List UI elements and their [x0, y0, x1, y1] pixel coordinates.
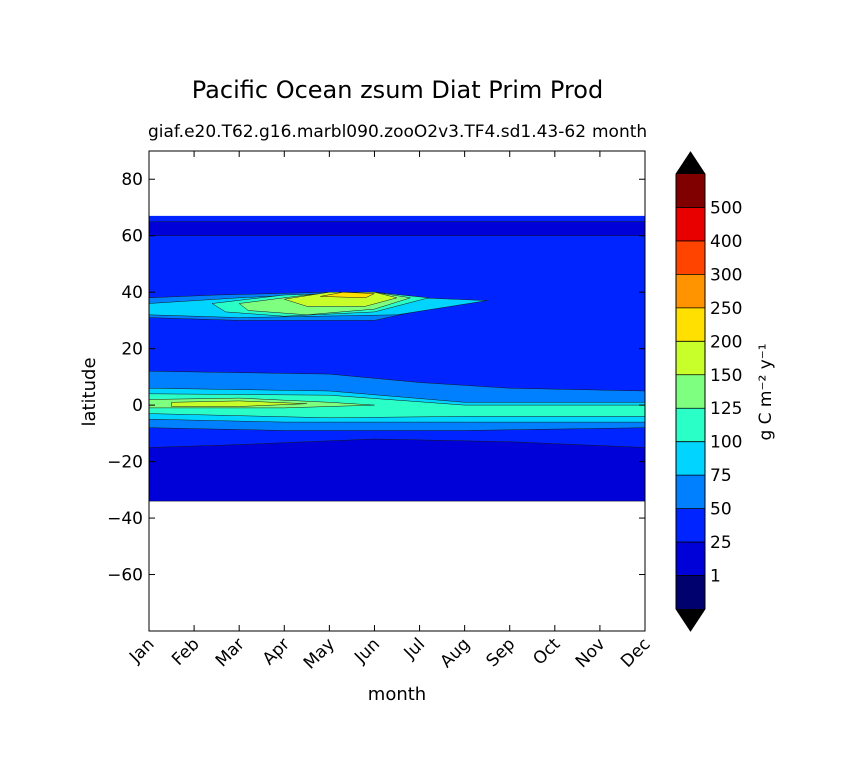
plot-area — [148, 215, 646, 502]
colorbar-tick-label: 250 — [710, 299, 742, 319]
x-tick-label: Jan — [125, 634, 158, 667]
x-tick-label: Jun — [350, 634, 384, 668]
colorbar-tick-label: 500 — [710, 198, 742, 218]
x-tick-label: Dec — [617, 634, 654, 671]
y-tick-label: 80 — [121, 170, 143, 190]
colorbar-segment — [676, 174, 705, 208]
chart-subtitle: giaf.e20.T62.g16.marbl090.zooO2v3.TF4.sd… — [148, 122, 587, 142]
y-tick-label: −40 — [107, 509, 143, 529]
colorbar-segment — [676, 307, 705, 342]
colorbar-segment — [676, 542, 705, 576]
y-tick-label: 40 — [121, 283, 143, 303]
colorbar-segment — [676, 575, 705, 609]
y-tick-label: 0 — [132, 396, 143, 416]
x-axis-label: month — [368, 684, 426, 705]
colorbar-label: g C m⁻² y⁻¹ — [756, 343, 776, 440]
corner-label: month — [592, 122, 648, 142]
colorbar-segment — [676, 441, 705, 476]
y-tick-label: 60 — [121, 227, 143, 247]
y-tick-label: 20 — [121, 340, 143, 360]
x-tick-label: Aug — [437, 634, 475, 672]
colorbar-tick-label: 125 — [710, 399, 742, 419]
colorbar-segment — [676, 374, 705, 409]
colorbar-extend-top — [676, 152, 705, 174]
colorbar-tick-label: 100 — [710, 433, 742, 453]
x-tick-label: May — [300, 634, 339, 673]
x-tick-label: Sep — [482, 634, 519, 671]
y-tick-label: −60 — [107, 566, 143, 586]
x-tick-label: Apr — [259, 634, 294, 669]
plot-frame — [148, 150, 646, 632]
colorbar-tick-label: 200 — [710, 332, 742, 352]
colorbar-segment — [676, 207, 705, 241]
colorbar-extend-bottom — [676, 609, 705, 631]
chart-title: Pacific Ocean zsum Diat Prim Prod — [191, 76, 604, 104]
contour-band — [320, 291, 375, 299]
contour-band — [148, 438, 646, 502]
colorbar-tick-label: 50 — [710, 500, 732, 520]
colorbar-segment — [676, 508, 705, 543]
colorbar-tick-label: 150 — [710, 366, 742, 386]
colorbar-tick-label: 400 — [710, 232, 742, 252]
colorbar-segment — [676, 475, 705, 509]
x-tick-label: Mar — [212, 634, 249, 671]
x-tick-label: Oct — [529, 634, 564, 669]
colorbar-outline — [675, 151, 706, 632]
colorbar-tick-label: 75 — [710, 466, 732, 486]
contour-band — [148, 221, 646, 236]
colorbar-tick-label: 1 — [710, 567, 721, 587]
x-tick-label: Nov — [572, 634, 610, 672]
colorbar-segment — [676, 240, 705, 275]
y-tick-label: −20 — [107, 453, 143, 473]
colorbar-tick-label: 300 — [710, 265, 742, 285]
colorbar-segment — [676, 341, 705, 375]
colorbar-segment — [676, 408, 705, 442]
x-tick-label: Feb — [168, 634, 203, 669]
x-tick-label: Jul — [400, 634, 429, 663]
y-axis-label: latitude — [79, 357, 100, 426]
contour-band — [171, 400, 308, 407]
colorbar-segment — [676, 274, 705, 308]
colorbar-tick-label: 25 — [710, 533, 732, 553]
